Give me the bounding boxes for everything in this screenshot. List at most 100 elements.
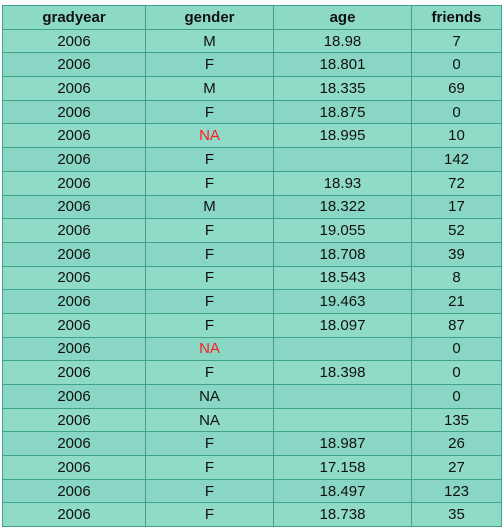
cell-age[interactable]: 18.987 — [273, 431, 412, 457]
table-row: 2006 F 18.398 0 — [2, 360, 502, 385]
cell-age[interactable]: 19.463 — [273, 289, 412, 314]
cell-friends[interactable]: 87 — [411, 312, 502, 338]
cell-age[interactable]: 18.98 — [273, 28, 412, 54]
cell-gender[interactable]: F — [145, 99, 274, 125]
cell-age[interactable]: 18.995 — [273, 123, 412, 149]
cell-gradyear[interactable]: 2006 — [2, 478, 146, 504]
cell-gradyear[interactable]: 2006 — [2, 123, 146, 149]
cell-gradyear[interactable]: 2006 — [2, 241, 146, 267]
header-age[interactable]: age — [273, 5, 412, 30]
cell-friends[interactable]: 10 — [411, 123, 502, 149]
cell-age[interactable]: 18.497 — [273, 478, 412, 504]
cell-gradyear[interactable]: 2006 — [2, 99, 146, 125]
cell-gradyear[interactable]: 2006 — [2, 76, 146, 101]
cell-friends[interactable]: 0 — [411, 384, 502, 409]
cell-gradyear[interactable]: 2006 — [2, 28, 146, 54]
cell-gender[interactable]: F — [145, 289, 274, 314]
cell-age[interactable]: 17.158 — [273, 455, 412, 480]
table-row: 2006 F 19.463 21 — [2, 289, 502, 314]
cell-gender[interactable]: F — [145, 360, 274, 385]
table-row: 2006 F 18.097 87 — [2, 312, 502, 338]
table-row: 2006 F 18.875 0 — [2, 99, 502, 125]
cell-gradyear[interactable]: 2006 — [2, 431, 146, 457]
cell-friends[interactable]: 39 — [411, 241, 502, 267]
cell-gradyear[interactable]: 2006 — [2, 289, 146, 314]
table-row: 2006 F 19.055 52 — [2, 218, 502, 243]
cell-friends[interactable]: 52 — [411, 218, 502, 243]
cell-gradyear[interactable]: 2006 — [2, 407, 146, 433]
cell-gender[interactable]: F — [145, 265, 274, 291]
cell-age[interactable]: 18.335 — [273, 76, 412, 101]
cell-friends[interactable]: 26 — [411, 431, 502, 457]
table-row: 2006 F 18.708 39 — [2, 241, 502, 267]
cell-gender[interactable]: F — [145, 147, 274, 172]
cell-gender[interactable]: F — [145, 455, 274, 480]
cell-gender[interactable]: M — [145, 194, 274, 220]
header-row: gradyear gender age friends — [2, 5, 502, 30]
cell-friends[interactable]: 17 — [411, 194, 502, 220]
header-friends[interactable]: friends — [411, 5, 502, 30]
cell-age[interactable]: 18.801 — [273, 52, 412, 78]
table-body: 2006 M 18.98 7 2006 F 18.801 0 2006 M 18.335 69 2006… — [2, 28, 502, 528]
cell-gender[interactable]: F — [145, 52, 274, 78]
cell-gender[interactable]: F — [145, 478, 274, 504]
cell-gradyear[interactable]: 2006 — [2, 170, 146, 196]
cell-age[interactable]: 18.322 — [273, 194, 412, 220]
cell-gradyear[interactable]: 2006 — [2, 502, 146, 528]
header-gradyear[interactable]: gradyear — [2, 5, 146, 30]
cell-age[interactable]: 18.93 — [273, 170, 412, 196]
cell-friends[interactable]: 7 — [411, 28, 502, 54]
cell-age[interactable] — [273, 407, 412, 433]
table-row: 2006 NA 0 — [2, 384, 502, 409]
cell-gradyear[interactable]: 2006 — [2, 384, 146, 409]
cell-age[interactable]: 18.398 — [273, 360, 412, 385]
cell-gender[interactable]: NA — [145, 336, 274, 362]
cell-age[interactable]: 18.875 — [273, 99, 412, 125]
cell-gradyear[interactable]: 2006 — [2, 265, 146, 291]
cell-gender[interactable]: F — [145, 241, 274, 267]
cell-friends[interactable]: 142 — [411, 147, 502, 172]
cell-gender[interactable]: M — [145, 76, 274, 101]
cell-gradyear[interactable]: 2006 — [2, 194, 146, 220]
cell-age[interactable] — [273, 384, 412, 409]
header-gender[interactable]: gender — [145, 5, 274, 30]
cell-gradyear[interactable]: 2006 — [2, 147, 146, 172]
cell-friends[interactable]: 27 — [411, 455, 502, 480]
cell-gender[interactable]: NA — [145, 407, 274, 433]
cell-gender[interactable]: NA — [145, 384, 274, 409]
cell-gender[interactable]: F — [145, 312, 274, 338]
cell-age[interactable]: 18.708 — [273, 241, 412, 267]
cell-gradyear[interactable]: 2006 — [2, 360, 146, 385]
cell-gradyear[interactable]: 2006 — [2, 52, 146, 78]
cell-gender[interactable]: F — [145, 170, 274, 196]
cell-gender[interactable]: NA — [145, 123, 274, 149]
cell-gender[interactable]: F — [145, 502, 274, 528]
cell-gender[interactable]: F — [145, 431, 274, 457]
cell-friends[interactable]: 0 — [411, 360, 502, 385]
cell-gradyear[interactable]: 2006 — [2, 455, 146, 480]
cell-friends[interactable]: 8 — [411, 265, 502, 291]
cell-friends[interactable]: 0 — [411, 336, 502, 362]
cell-gradyear[interactable]: 2006 — [2, 218, 146, 243]
cell-friends[interactable]: 35 — [411, 502, 502, 528]
table-row: 2006 F 18.93 72 — [2, 170, 502, 196]
table-row: 2006 F 18.738 35 — [2, 502, 502, 528]
cell-age[interactable] — [273, 336, 412, 362]
cell-gradyear[interactable]: 2006 — [2, 312, 146, 338]
cell-gradyear[interactable]: 2006 — [2, 336, 146, 362]
cell-friends[interactable]: 69 — [411, 76, 502, 101]
cell-age[interactable] — [273, 147, 412, 172]
cell-gender[interactable]: F — [145, 218, 274, 243]
cell-friends[interactable]: 21 — [411, 289, 502, 314]
cell-age[interactable]: 18.543 — [273, 265, 412, 291]
cell-friends[interactable]: 135 — [411, 407, 502, 433]
cell-friends[interactable]: 0 — [411, 99, 502, 125]
table-row: 2006 NA 0 — [2, 336, 502, 362]
cell-age[interactable]: 19.055 — [273, 218, 412, 243]
cell-gender[interactable]: M — [145, 28, 274, 54]
cell-friends[interactable]: 123 — [411, 478, 502, 504]
cell-age[interactable]: 18.097 — [273, 312, 412, 338]
cell-age[interactable]: 18.738 — [273, 502, 412, 528]
cell-friends[interactable]: 0 — [411, 52, 502, 78]
cell-friends[interactable]: 72 — [411, 170, 502, 196]
